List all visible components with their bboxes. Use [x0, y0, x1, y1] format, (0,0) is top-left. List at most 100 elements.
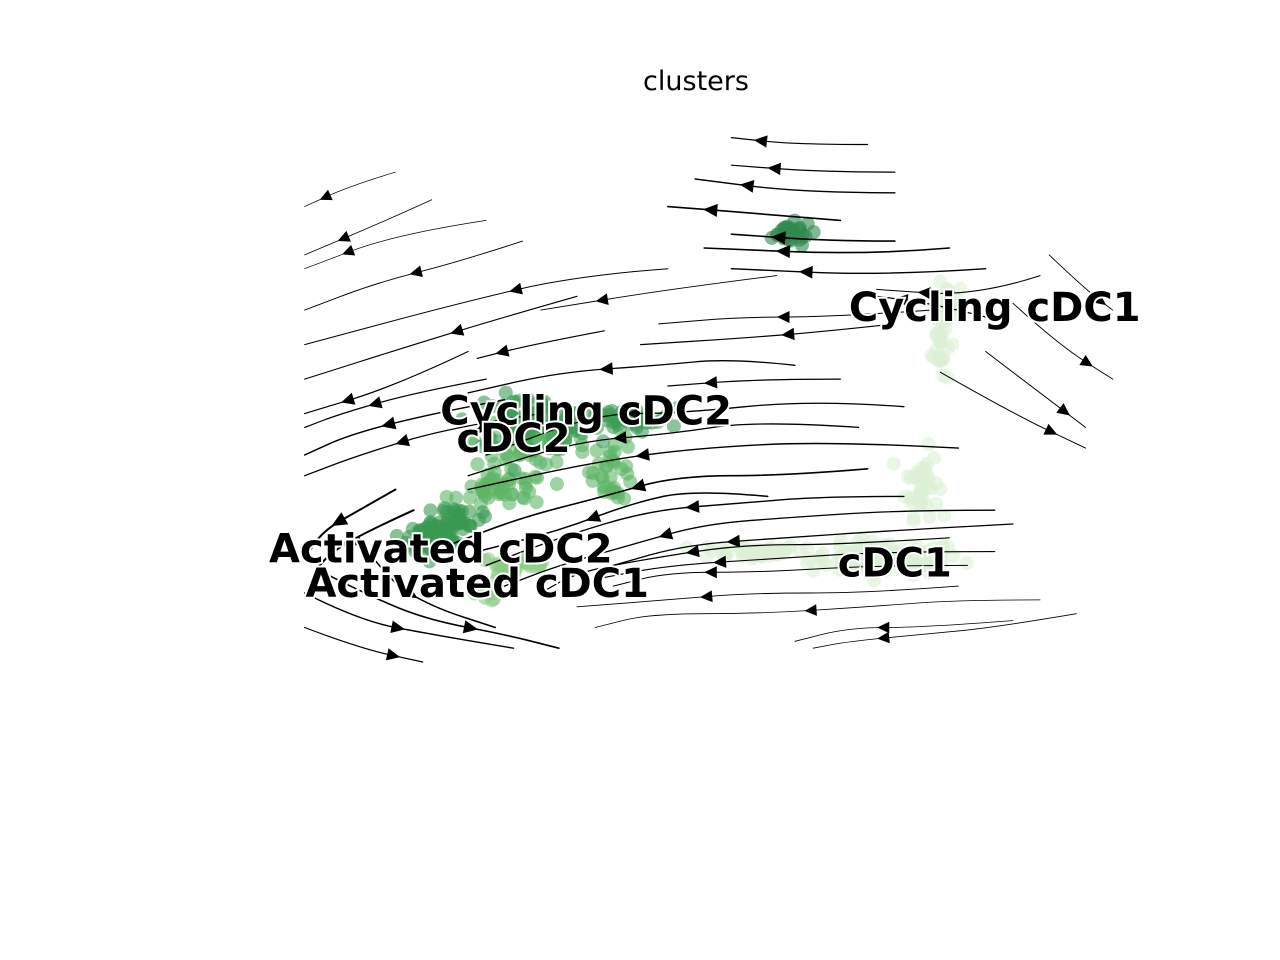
point-activated-cdc1 — [486, 586, 501, 600]
point-activated-cdc1 — [522, 549, 536, 564]
point-cdc2 — [487, 415, 502, 430]
point-cdc2 — [607, 438, 622, 453]
streamline — [612, 523, 1014, 567]
point-cdc1 — [806, 563, 821, 578]
streamline-arrowhead — [917, 287, 931, 300]
point-activated-cdc2 — [440, 515, 455, 530]
streamline-arrowhead — [337, 230, 351, 242]
streamline — [476, 330, 605, 359]
streamline-arrowhead — [368, 396, 383, 409]
streamline-arrowhead — [612, 431, 627, 444]
streamline — [594, 551, 996, 580]
streamline — [667, 378, 841, 387]
point-cdc1 — [935, 352, 950, 367]
point-cycling-cdc2 — [507, 463, 522, 478]
streamline — [304, 199, 433, 256]
point-cycling-cdc2 — [508, 394, 523, 409]
streamline — [540, 275, 778, 311]
streamline — [304, 171, 396, 207]
streamline-arrowhead — [599, 362, 614, 375]
streamline-arrowhead — [703, 203, 718, 217]
streamline-arrowhead — [630, 478, 647, 492]
point-activated-cdc2 — [420, 536, 435, 551]
streamline-arrowhead — [699, 590, 713, 603]
streamline-arrowhead — [703, 376, 718, 389]
streamline-arrowhead — [342, 244, 356, 256]
streamline-arrowhead — [685, 500, 700, 513]
streamline-arrowhead — [385, 648, 401, 661]
cluster-label-cycling-cdc1: Cycling cDC1 — [849, 285, 1141, 331]
streamline-arrowhead — [685, 544, 700, 558]
streamline — [703, 247, 951, 254]
point-cdc2 — [463, 490, 477, 505]
chart-title: clusters — [643, 66, 749, 97]
streamline — [576, 585, 959, 608]
point-activated-cdc1 — [533, 557, 548, 572]
streamlines-layer — [303, 135, 1114, 663]
point-cycling-cdc2 — [498, 385, 513, 400]
streamline-arrowhead — [450, 323, 465, 336]
point-cycling-cdc2 — [596, 434, 610, 449]
point-cdc1 — [868, 561, 883, 576]
point-cycling-cdc2 — [489, 434, 504, 449]
streamline-arrowhead — [341, 392, 356, 405]
point-cycling-cdc2 — [520, 392, 535, 406]
point-cycling-cdc2 — [455, 412, 470, 427]
point-cycling-cdc2 — [609, 413, 624, 428]
point-cdc2 — [549, 454, 564, 469]
point-cycling-cdc2 — [589, 420, 604, 435]
streamline-arrowhead — [877, 631, 890, 644]
point-cdc2 — [620, 466, 635, 481]
point-cdc1 — [794, 545, 808, 560]
streamline — [730, 137, 869, 146]
point-cdc1 — [856, 548, 871, 563]
streamline-arrowhead — [331, 512, 349, 526]
streamline-arrowhead — [409, 265, 423, 277]
point-cdc2 — [620, 439, 635, 454]
streamline-arrowhead — [390, 620, 406, 634]
point-cycling-cdc2 — [542, 403, 557, 417]
point-cdc1 — [937, 508, 952, 523]
point-cdc1 — [915, 479, 930, 493]
point-cycling-cdc2 — [503, 412, 517, 427]
point-cdc1 — [913, 497, 928, 512]
cluster-label-activated-cdc2: Activated cDC2 — [269, 527, 612, 573]
streamline — [612, 564, 968, 587]
streamline — [503, 509, 996, 587]
streamline-arrowhead — [1043, 423, 1058, 435]
point-cdc2 — [529, 495, 544, 510]
streamline — [694, 178, 896, 194]
point-cdc1 — [921, 437, 936, 452]
streamline — [467, 423, 860, 477]
point-activated-cdc2 — [423, 503, 438, 518]
streamline-arrowhead — [704, 566, 717, 579]
streamline — [540, 537, 950, 594]
streamline-arrowhead — [1092, 292, 1107, 306]
point-cdc1 — [906, 513, 921, 528]
point-cdc1 — [812, 549, 827, 564]
streamline — [304, 220, 487, 270]
point-cycling-cdc1 — [800, 216, 815, 231]
streamline-arrowhead — [1079, 355, 1093, 367]
cluster-label-cdc1: cDC1 — [838, 540, 952, 586]
streamline — [304, 350, 469, 415]
streamline-arrowhead — [713, 555, 727, 568]
point-cdc2 — [449, 490, 464, 505]
streamline-arrowhead — [340, 533, 358, 547]
streamline-arrowhead — [658, 527, 674, 540]
streamline — [985, 351, 1087, 428]
streamline-arrowhead — [635, 448, 650, 461]
streamline-arrowhead — [509, 282, 523, 295]
streamline — [485, 402, 905, 456]
point-activated-cdc1 — [475, 583, 490, 598]
cluster-label-cycling-cdc2: Cycling cDC2 — [440, 389, 732, 435]
streamline-arrowhead — [726, 534, 741, 548]
streamline — [667, 205, 842, 222]
point-cdc2 — [517, 491, 532, 506]
point-cycling-cdc2 — [568, 422, 583, 437]
point-activated-cdc2 — [454, 504, 469, 519]
streamline-arrowhead — [894, 294, 909, 307]
streamline-arrowhead — [462, 620, 479, 634]
